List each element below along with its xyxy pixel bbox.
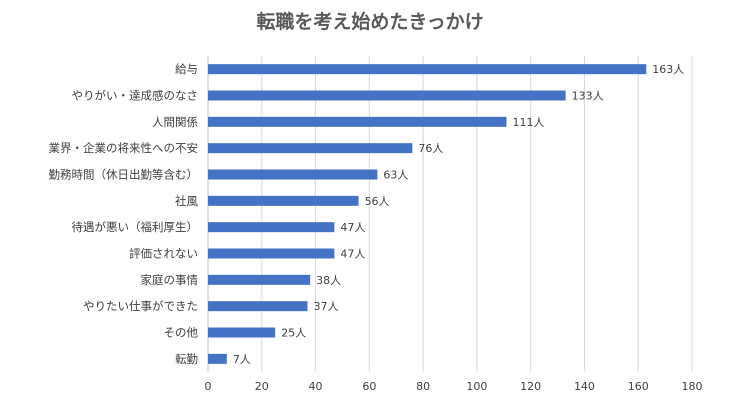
- bar: [208, 143, 413, 154]
- category-label: 評価されない: [129, 247, 198, 261]
- data-label: 47人: [340, 221, 365, 234]
- data-label: 47人: [340, 248, 365, 261]
- category-label: 転勤: [175, 352, 198, 366]
- x-tick-label: 100: [466, 380, 487, 393]
- x-tick-label: 140: [574, 380, 595, 393]
- bars: [208, 64, 647, 364]
- bar: [208, 90, 566, 101]
- gridlines: [207, 56, 693, 372]
- bar: [208, 222, 335, 233]
- x-axis-ticks: 0 20 40 60 80 100 120 140 160 180: [205, 380, 703, 393]
- bar: [208, 301, 308, 312]
- data-label: 163人: [652, 63, 684, 76]
- x-tick-label: 40: [309, 380, 323, 393]
- category-label: 待遇が悪い（福利厚生）: [72, 220, 199, 234]
- category-label: 社風: [175, 194, 198, 208]
- data-label: 25人: [281, 327, 306, 340]
- bar: [208, 327, 276, 338]
- category-label: 人間関係: [152, 115, 198, 129]
- bar: [208, 195, 359, 206]
- category-labels: 給与やりがい・達成感のなさ人間関係業界・企業の将来性への不安勤務時間（休日出勤等…: [49, 62, 199, 366]
- x-tick-label: 160: [628, 380, 649, 393]
- x-tick-label: 80: [416, 380, 430, 393]
- bar: [208, 274, 311, 285]
- x-tick-label: 60: [362, 380, 376, 393]
- data-label: 38人: [316, 274, 341, 287]
- data-label: 37人: [313, 300, 338, 313]
- bar: [208, 116, 507, 127]
- data-label: 76人: [418, 142, 443, 155]
- category-label: やりたい仕事ができた: [83, 299, 198, 313]
- x-tick-label: 120: [520, 380, 541, 393]
- x-tick-label: 180: [682, 380, 703, 393]
- category-label: 給与: [175, 62, 198, 76]
- x-tick-label: 0: [205, 380, 212, 393]
- bar: [208, 169, 378, 180]
- data-label: 133人: [572, 90, 604, 103]
- data-label: 63人: [383, 169, 408, 182]
- category-label: 業界・企業の将来性への不安: [49, 141, 199, 155]
- x-tick-label: 20: [255, 380, 269, 393]
- category-label: 家庭の事情: [141, 273, 199, 287]
- data-label: 56人: [365, 195, 390, 208]
- category-label: やりがい・達成感のなさ: [72, 89, 199, 103]
- category-label: その他: [164, 326, 199, 340]
- category-label: 勤務時間（休日出勤等含む）: [49, 168, 199, 182]
- bar: [208, 248, 335, 259]
- data-label: 7人: [233, 353, 251, 366]
- data-label: 111人: [512, 116, 544, 129]
- chart-title: 転職を考え始めたきっかけ: [256, 10, 483, 33]
- bar: [208, 64, 647, 75]
- bar: [208, 353, 227, 364]
